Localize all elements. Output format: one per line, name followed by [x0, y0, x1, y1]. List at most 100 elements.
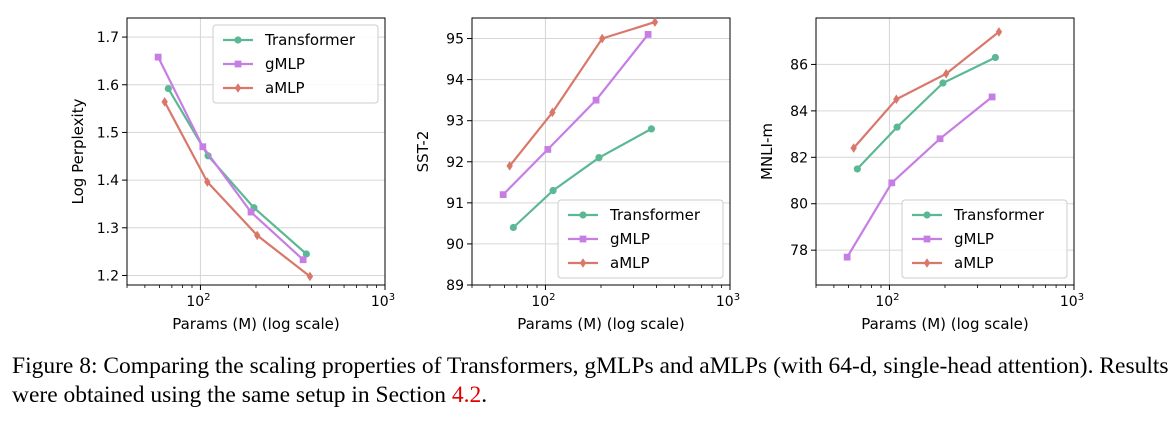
- data-point: [544, 146, 552, 153]
- x-axis-label: Params (M) (log scale): [861, 315, 1029, 333]
- series-amlp: [850, 27, 1003, 153]
- data-point: [302, 250, 310, 258]
- legend: Transformer gMLP aMLP: [557, 199, 724, 279]
- data-point: [247, 208, 255, 216]
- y-tick-label: 84: [790, 104, 808, 120]
- data-point: [843, 253, 851, 261]
- legend-label: Transformer: [264, 31, 356, 49]
- legend-marker: [923, 211, 931, 219]
- y-axis-label: MNLI-m: [758, 123, 776, 180]
- data-point: [893, 94, 900, 105]
- data-point: [499, 191, 507, 199]
- series-line: [846, 96, 993, 258]
- data-point: [253, 230, 261, 241]
- chart-panel-2: 89 90 91 92 93 94 95 102 103 Params (M) (log scal…: [414, 17, 740, 333]
- legend-marker: [234, 83, 242, 93]
- chart-panel-1: 1.2 1.3 1.4 1.5 1.6 1.7 102 103 Params (M) (log …: [69, 17, 395, 333]
- legend-label: aMLP: [610, 254, 650, 272]
- figure-charts: 1.2 1.3 1.4 1.5 1.6 1.7 102 103 Params (M) (log …: [69, 17, 1084, 333]
- x-tick-label: 103: [371, 292, 395, 310]
- charts-svg: 1.2 1.3 1.4 1.5 1.6 1.7 102 103 Params (M) (log …: [69, 17, 1084, 333]
- y-tick-label: 1.5: [97, 125, 119, 141]
- y-tick-label: 1.7: [97, 30, 119, 46]
- data-point: [549, 186, 557, 195]
- chart-panel-3: 78 80 82 84 86 102 103 Params (M) (log scale) MN…: [758, 17, 1084, 333]
- data-point: [592, 96, 600, 104]
- data-point: [991, 53, 999, 62]
- data-point: [853, 165, 861, 173]
- legend-label: gMLP: [610, 230, 650, 248]
- y-axis-label: SST-2: [414, 131, 432, 173]
- x-axis-label: Params (M) (log scale): [172, 315, 340, 333]
- series-line: [852, 31, 1000, 149]
- series-gmlp: [843, 93, 996, 261]
- series-amlp: [506, 17, 659, 171]
- series-line: [157, 56, 304, 261]
- legend-label: aMLP: [954, 254, 994, 272]
- x-tick-label: 102: [186, 292, 210, 310]
- data-point: [204, 177, 211, 187]
- y-tick-label: 94: [446, 73, 464, 89]
- data-point: [936, 135, 944, 143]
- legend-marker: [234, 60, 242, 68]
- figure-caption: Figure 8: Comparing the scaling properti…: [12, 352, 1172, 410]
- data-point: [154, 53, 162, 61]
- data-point: [942, 68, 950, 79]
- y-tick-label: 78: [790, 243, 808, 259]
- data-point: [164, 84, 172, 93]
- legend-label: aMLP: [265, 79, 305, 97]
- data-point: [549, 107, 556, 118]
- plot-frame: [471, 17, 731, 286]
- data-point: [651, 17, 659, 27]
- series-amlp: [161, 97, 314, 282]
- data-point: [595, 154, 603, 162]
- y-tick-label: 95: [446, 32, 464, 48]
- series-transformer: [853, 53, 999, 173]
- legend: Transformer gMLP aMLP: [212, 24, 379, 104]
- y-tick-label: 93: [446, 114, 464, 130]
- x-axis-label: Params (M) (log scale): [517, 315, 685, 333]
- data-point: [644, 31, 652, 38]
- data-point: [299, 256, 307, 264]
- legend-marker: [579, 258, 587, 268]
- data-point: [850, 143, 857, 153]
- y-tick-label: 80: [790, 197, 808, 213]
- series-transformer: [509, 125, 655, 232]
- data-point: [995, 27, 1003, 37]
- x-tick-label: 103: [1060, 292, 1084, 310]
- legend-label: gMLP: [954, 230, 994, 248]
- legend-marker: [923, 258, 931, 268]
- legend-box: [901, 199, 1068, 279]
- y-tick-label: 89: [446, 278, 464, 294]
- section-link[interactable]: 4.2: [451, 382, 482, 408]
- legend-box: [212, 24, 379, 104]
- series-line: [508, 21, 656, 167]
- caption-end: .: [481, 382, 488, 408]
- y-tick-label: 1.4: [97, 173, 119, 189]
- y-axis-label: Log Perplexity: [69, 98, 87, 204]
- y-tick-label: 1.6: [97, 78, 119, 94]
- legend-marker: [923, 235, 931, 243]
- legend-marker: [579, 235, 587, 243]
- data-point: [598, 33, 606, 44]
- legend-marker: [234, 36, 242, 44]
- legend-label: Transformer: [609, 206, 701, 224]
- y-tick-label: 82: [790, 150, 808, 166]
- y-tick-label: 86: [790, 57, 808, 73]
- x-tick-label: 102: [531, 292, 555, 310]
- caption-text: Figure 8: Comparing the scaling properti…: [12, 353, 1169, 408]
- legend-box: [557, 199, 724, 279]
- plot-frame: [815, 17, 1075, 286]
- data-point: [199, 143, 207, 151]
- y-tick-label: 90: [446, 237, 464, 253]
- series-line: [167, 88, 308, 255]
- data-point: [893, 123, 901, 131]
- legend-label: gMLP: [265, 55, 305, 73]
- data-point: [939, 79, 947, 87]
- y-tick-label: 1.2: [97, 268, 119, 284]
- x-tick-label: 102: [875, 292, 899, 310]
- data-point: [506, 161, 513, 171]
- legend: Transformer gMLP aMLP: [901, 199, 1068, 279]
- x-tick-label: 103: [716, 292, 740, 310]
- series-transformer: [164, 84, 310, 258]
